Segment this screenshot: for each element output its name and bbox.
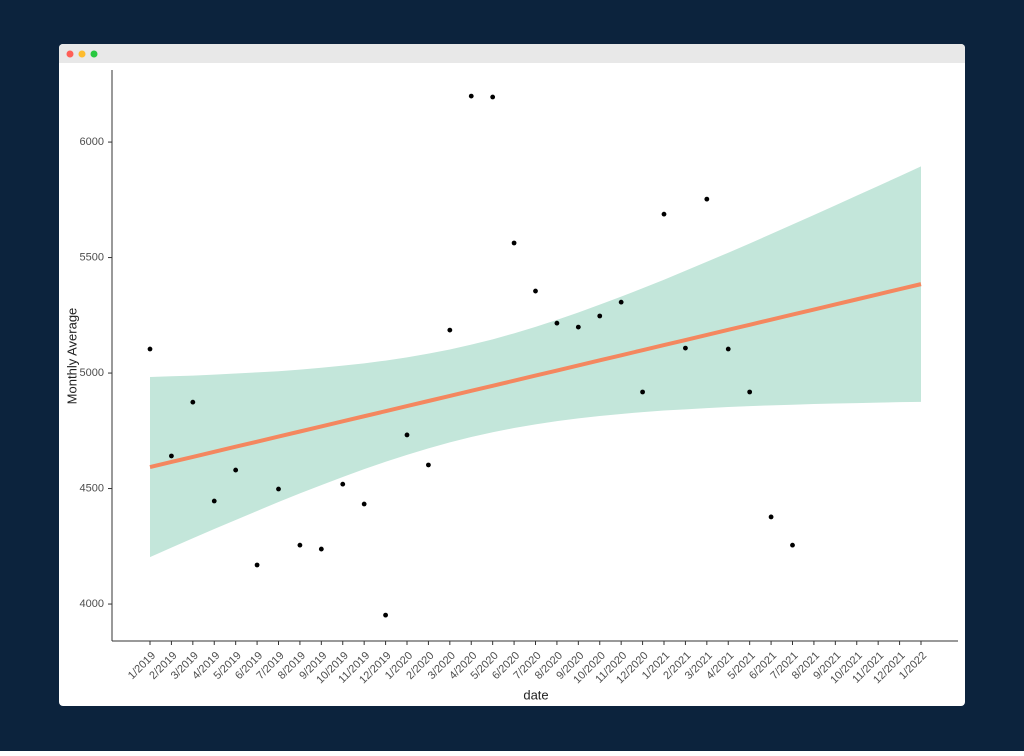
point [447,327,453,333]
point [190,399,196,405]
y-tick-label: 4500 [80,482,104,494]
point [361,501,367,507]
y-tick-label: 5500 [80,251,104,263]
point [340,481,346,487]
point [618,299,624,305]
trend-line [149,282,922,470]
y-tick-label: 4000 [80,598,104,610]
point [426,462,431,468]
minimize-button[interactable] [78,50,86,58]
point [383,612,388,618]
point [661,211,667,217]
x-axis-title: date [523,687,548,702]
point [511,240,517,246]
confidence-band [150,166,921,558]
point [683,345,688,351]
title-bar [59,44,965,63]
point [768,514,774,520]
y-tick-label: 6000 [80,136,104,148]
close-button[interactable] [66,50,74,58]
y-tick-label: 5000 [80,367,104,379]
point [725,346,731,352]
point [747,389,753,395]
point [575,324,581,330]
point [404,432,410,438]
point [318,546,324,552]
point [169,453,174,459]
maximize-button[interactable] [90,50,98,58]
point [554,320,560,326]
point [276,486,281,492]
point [790,542,795,548]
point [297,542,303,548]
point [640,389,645,395]
point [211,498,217,504]
point [468,93,474,99]
point [533,288,538,294]
point [233,467,239,473]
point [597,313,603,319]
plot [147,93,922,618]
point [147,346,153,352]
point [490,94,496,100]
point [704,196,710,202]
y-axis-title: Monthly Average [64,308,79,405]
point [254,562,260,568]
